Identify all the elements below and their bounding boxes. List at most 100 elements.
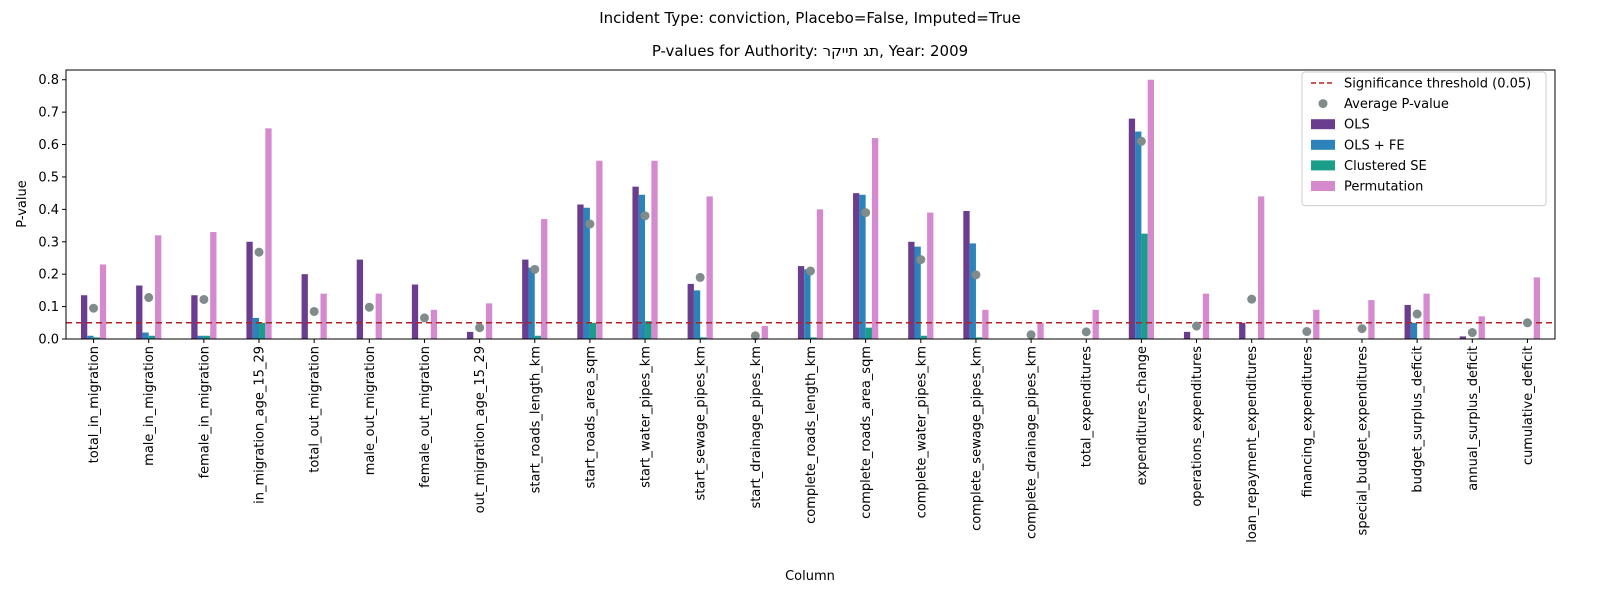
bar-ols [1239, 322, 1246, 339]
x-tick-label: complete_drainage_pipes_km [1025, 346, 1040, 539]
bar-ols [411, 284, 419, 339]
y-tick-label: 0.3 [38, 235, 59, 250]
y-tick-label: 0.5 [38, 170, 59, 185]
y-tick-label: 0.6 [38, 138, 59, 153]
bar-permutation [927, 212, 934, 339]
legend-label: Permutation [1344, 180, 1423, 195]
legend-box [1301, 71, 1547, 207]
x-tick-label: complete_roads_length_km [804, 346, 819, 524]
bar-permutation [375, 293, 382, 339]
legend-series-swatch [1311, 139, 1335, 150]
bar-ols [632, 186, 639, 339]
bar-permutation [430, 309, 438, 339]
average-point [364, 302, 374, 312]
x-tick-label: financing_expenditures [1300, 346, 1315, 498]
x-tick-label: cumulative_deficit [1521, 346, 1536, 465]
legend-series-swatch [1311, 119, 1335, 130]
bar-ols [853, 193, 860, 339]
average-point [640, 211, 650, 221]
x-tick-label: total_out_migration [308, 346, 323, 473]
bar-ols [963, 210, 970, 339]
average-point [1081, 327, 1091, 337]
bar-ols-fe [197, 335, 204, 339]
bar-clustered-se [865, 327, 872, 339]
bar-ols-fe [528, 267, 535, 339]
bar-permutation [761, 326, 768, 339]
bar-permutation [1092, 309, 1099, 339]
x-tick-label: out_migration_age_15_29 [473, 346, 488, 513]
x-tick-label: loan_repayment_expenditures [1245, 346, 1260, 543]
chart-title: P-values for Authority: תג תייקר, Year: … [652, 42, 968, 60]
average-point [806, 266, 815, 276]
bar-ols [797, 266, 805, 339]
x-tick-label: start_sewage_pipes_km [694, 346, 709, 500]
bar-ols-fe [969, 243, 976, 339]
average-point [1302, 327, 1312, 337]
bar-permutation [541, 219, 548, 339]
bar-ols [80, 295, 88, 339]
bar-ols [1128, 118, 1136, 339]
average-point [309, 306, 319, 316]
x-tick-label: female_in_migration [197, 346, 212, 478]
average-point [1522, 318, 1532, 328]
bar-clustered-se [589, 322, 597, 339]
bar-clustered-se [93, 337, 100, 339]
bar-ols-fe [638, 194, 646, 339]
average-point [695, 272, 705, 282]
bar-permutation [651, 160, 658, 339]
bar-ols-fe [914, 246, 921, 339]
y-tick-label: 0.0 [38, 333, 59, 348]
average-point [750, 331, 760, 341]
bar-clustered-se [1141, 233, 1148, 339]
average-point [861, 208, 871, 218]
x-tick-label: start_roads_area_sqm [583, 346, 598, 488]
bar-permutation [1423, 293, 1430, 339]
average-point [916, 255, 926, 265]
x-tick-label: total_in_migration [87, 346, 102, 463]
bar-ols-fe [804, 269, 811, 339]
average-point [1192, 321, 1202, 331]
bar-ols [577, 204, 584, 339]
bar-permutation [1478, 316, 1485, 339]
x-tick-label: expenditures_change [1135, 346, 1150, 485]
x-axis-label: Column [785, 569, 835, 584]
bar-ols-fe [142, 332, 149, 339]
x-tick-label: operations_expenditures [1190, 346, 1205, 507]
average-point [530, 264, 540, 274]
bar-permutation [320, 293, 327, 339]
bar-ols [522, 259, 529, 339]
bar-permutation [1313, 309, 1320, 339]
average-point [254, 247, 264, 257]
bar-permutation [1037, 322, 1044, 339]
bar-permutation [265, 128, 272, 339]
bar-ols [356, 259, 364, 339]
bar-ols [1404, 304, 1411, 339]
bar-permutation [706, 196, 713, 339]
x-tick-label: start_drainage_pipes_km [749, 346, 764, 509]
bar-ols [908, 241, 915, 339]
bar-clustered-se [534, 335, 542, 339]
x-tick-label: total_expenditures [1080, 346, 1095, 467]
figure-suptitle: Incident Type: conviction, Placebo=False… [599, 9, 1020, 27]
average-point [1357, 324, 1367, 334]
bar-permutation [99, 264, 107, 339]
bar-permutation [982, 309, 989, 339]
x-tick-label: male_in_migration [142, 346, 157, 466]
bar-ols [246, 241, 253, 339]
legend-label: OLS [1344, 118, 1370, 133]
x-tick-label: male_out_migration [363, 346, 378, 475]
y-tick-label: 0.8 [38, 73, 59, 88]
bar-ols-fe [583, 207, 590, 339]
x-tick-label: start_water_pipes_km [639, 346, 654, 488]
legend-series-swatch [1311, 181, 1335, 191]
average-point [971, 270, 981, 280]
bar-ols [467, 331, 474, 339]
average-point [1136, 136, 1146, 146]
bar-permutation [485, 303, 493, 339]
average-point [475, 323, 485, 333]
bar-ols [1459, 336, 1466, 339]
x-tick-label: budget_surplus_deficit [1411, 346, 1426, 493]
bar-permutation [1147, 79, 1154, 339]
bar-clustered-se [810, 337, 817, 339]
bar-ols [301, 274, 308, 339]
